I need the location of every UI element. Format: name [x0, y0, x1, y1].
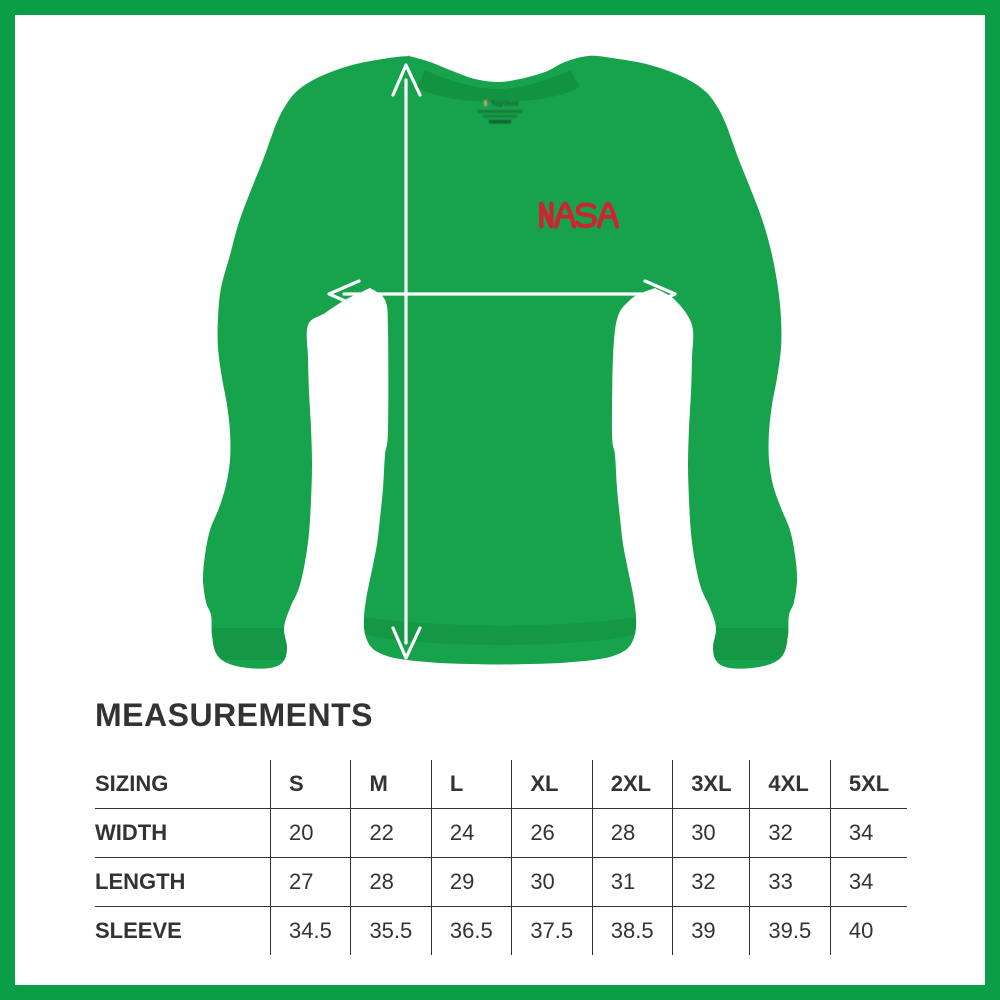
svg-text:TopVent: TopVent	[491, 101, 519, 108]
